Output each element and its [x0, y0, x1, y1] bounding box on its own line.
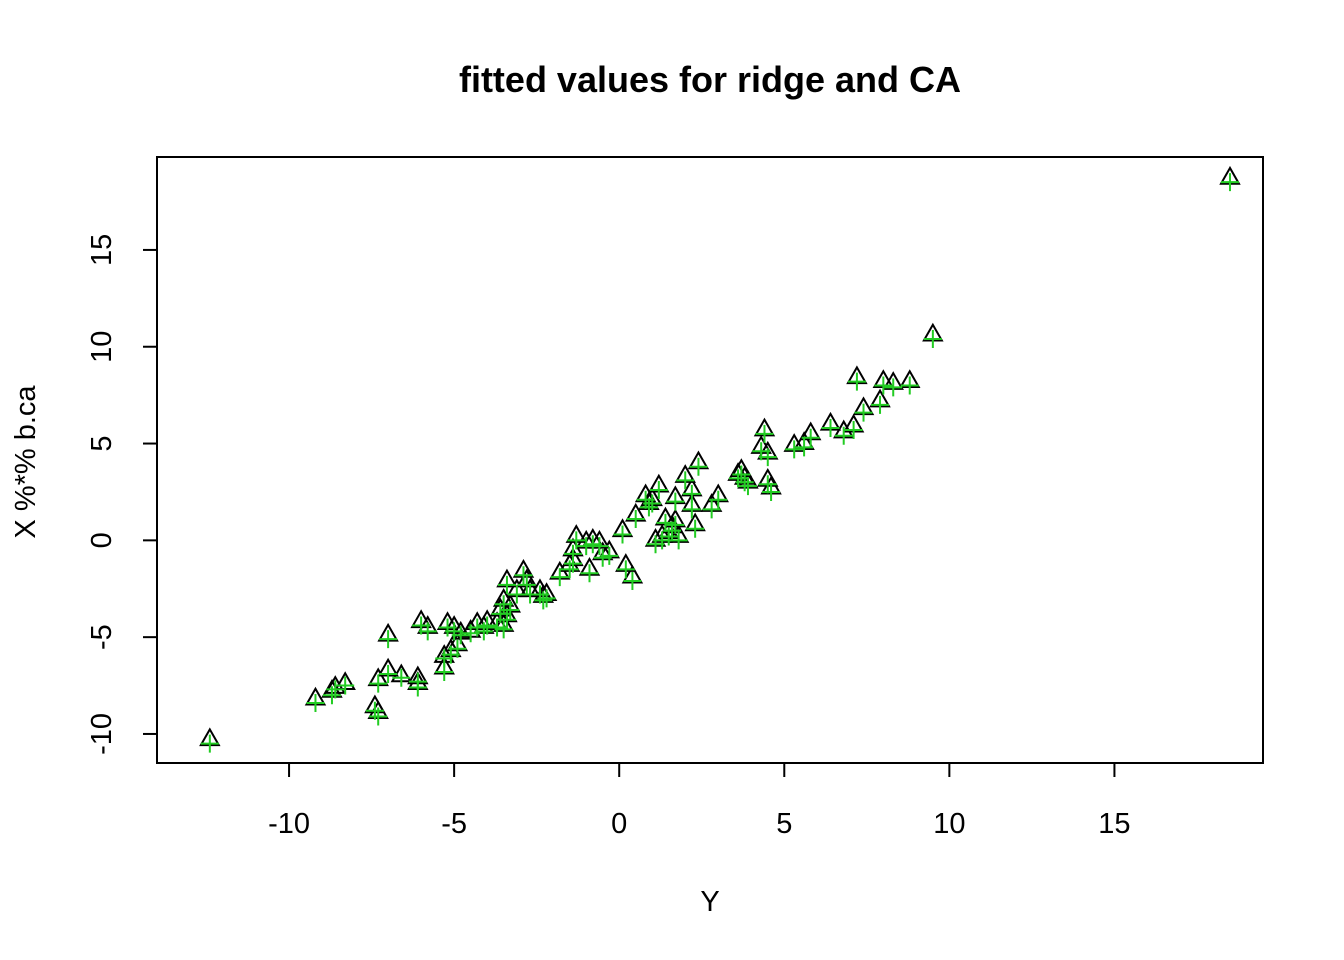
y-tick-label: -5 [86, 624, 118, 650]
plus-point [478, 616, 497, 635]
plus-point [306, 693, 325, 712]
plot-frame [156, 156, 1264, 764]
plus-point [758, 475, 777, 494]
plus-point [326, 680, 345, 699]
plus-point [758, 448, 777, 467]
plus-point [369, 674, 388, 693]
plus-point [517, 575, 536, 594]
y-tick-label: 0 [86, 532, 118, 548]
x-tick-label: -10 [268, 808, 310, 840]
plus-point [600, 546, 619, 565]
plus-point [379, 630, 398, 649]
x-axis: -10 -5 0 5 10 15 [268, 762, 1131, 840]
plus-point [514, 566, 533, 585]
chart-title: fitted values for ridge and CA [459, 59, 961, 100]
plus-point [762, 482, 781, 501]
plus-point [854, 403, 873, 422]
plus-point [834, 426, 853, 445]
plus-point [501, 601, 520, 620]
plus-point [497, 610, 516, 629]
plus-point [735, 473, 754, 492]
plus-point [682, 484, 701, 503]
plus-point [1220, 173, 1239, 192]
x-tick-label: -5 [441, 808, 467, 840]
plus-point [580, 564, 599, 583]
x-tick-label: 10 [933, 808, 965, 840]
plus-point [795, 438, 814, 457]
plus-point [702, 500, 721, 519]
plus-point [534, 591, 553, 610]
plus-point [676, 471, 695, 490]
plus-point [537, 589, 556, 608]
data-points [199, 165, 1241, 753]
plus-point [923, 329, 942, 348]
plus-point [392, 668, 411, 687]
plus-point [666, 515, 685, 534]
plus-point [900, 376, 919, 395]
plus-point [550, 568, 569, 587]
plus-point [709, 490, 728, 509]
plus-point [738, 477, 757, 496]
plus-point [623, 572, 642, 591]
plus-point [590, 537, 609, 556]
y-tick-label: 10 [86, 331, 118, 363]
y-axis-label: X %*% b.ca [10, 385, 42, 539]
plus-point [567, 531, 586, 550]
plus-point [785, 440, 804, 459]
y-axis: -10 -5 0 5 10 15 [86, 234, 158, 755]
y-tick-label: 5 [86, 435, 118, 451]
plus-point [336, 676, 355, 695]
plus-point [801, 428, 820, 447]
plus-point [494, 620, 513, 639]
plus-point [639, 498, 658, 517]
y-tick-label: -10 [86, 713, 118, 755]
plus-point [666, 492, 685, 511]
plus-point [451, 626, 470, 645]
x-tick-label: 5 [776, 808, 792, 840]
plus-point [616, 560, 635, 579]
plus-point [682, 500, 701, 519]
plus-point [686, 519, 705, 538]
plus-point [643, 494, 662, 513]
plus-point [497, 575, 516, 594]
plus-point [669, 531, 688, 550]
plus-point [613, 525, 632, 544]
plus-point [755, 424, 774, 443]
plus-point [369, 707, 388, 726]
plus-point [649, 481, 668, 500]
x-tick-label: 0 [611, 808, 627, 840]
plus-point [884, 378, 903, 397]
plus-point [844, 420, 863, 439]
x-tick-label: 15 [1098, 808, 1130, 840]
plus-point [626, 510, 645, 529]
plus-point [448, 639, 467, 658]
plus-point [408, 672, 427, 691]
plus-point [563, 544, 582, 563]
plus-point [418, 622, 437, 641]
y-tick-label: 15 [86, 234, 118, 266]
plus-point [732, 465, 751, 484]
plus-point [379, 664, 398, 683]
plus-point [821, 419, 840, 438]
plus-point [847, 372, 866, 391]
plus-point [871, 395, 890, 414]
x-axis-label: Y [700, 886, 719, 918]
plus-point [200, 734, 219, 753]
plus-point [874, 376, 893, 395]
plus-point [689, 457, 708, 476]
